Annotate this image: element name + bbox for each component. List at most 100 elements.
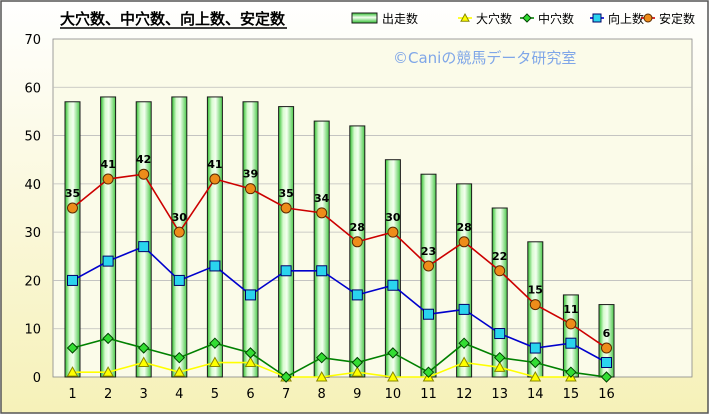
data-label: 30 [172,211,188,224]
legend-swatch [351,12,378,24]
x-tick-label: 10 [385,387,402,402]
watermark: ©Caniの競馬データ研究室 [393,49,576,67]
y-axis-ticks: 0 10 20 30 40 50 60 70 [24,33,41,386]
y-tick-label: 20 [24,274,41,289]
legend-label: 出走数 [382,11,418,26]
series-marker [209,260,221,272]
series-marker [67,202,78,214]
series-marker [529,299,541,311]
series-markers [66,168,613,383]
series-marker [387,226,399,238]
series-marker [494,265,506,277]
data-label: 15 [528,284,543,297]
bar [278,106,295,378]
series-marker [458,337,470,349]
series-marker [494,328,506,340]
data-label: 28 [456,221,471,234]
series-marker [280,202,292,214]
series-marker [316,265,328,277]
series-marker [102,366,114,377]
gridlines [53,86,692,330]
x-tick-label: 16 [598,387,615,402]
x-tick-label: 9 [353,387,361,402]
data-label: 30 [385,211,401,224]
x-tick-label: 6 [246,387,254,402]
legend-marker [643,13,653,23]
bar [135,101,152,378]
chart-title: 大穴数、中穴数、向上数、安定数 [60,10,286,28]
series-marker [529,356,542,369]
series-line [72,337,607,378]
series-marker [245,289,256,301]
x-tick-label: 15 [563,387,580,402]
series-marker [137,342,150,354]
series-marker [244,356,257,368]
series-marker [102,255,114,267]
legend-label: 安定数 [659,11,695,26]
y-tick-label: 50 [24,130,41,145]
series-marker [423,260,434,272]
series-marker [209,356,221,368]
bar [456,183,473,378]
y-tick-label: 60 [24,81,41,96]
series-marker [529,342,541,354]
x-tick-label: 1 [68,387,76,402]
x-tick-label: 7 [282,387,290,402]
data-label: 39 [243,168,258,181]
data-label: 28 [350,221,365,234]
series-marker [351,289,363,301]
x-tick-label: 12 [456,387,473,402]
series-marker [565,337,577,349]
series-line [71,173,607,349]
y-tick-label: 40 [24,178,41,193]
data-label: 35 [278,187,293,200]
y-tick-label: 30 [24,226,41,241]
legend-marker [460,12,470,22]
data-label: 6 [603,327,611,340]
series-marker [529,370,542,382]
series-marker [173,226,185,238]
x-tick-label: 8 [318,387,326,402]
series-marker [245,183,256,195]
bar [100,96,117,378]
bars [64,96,615,378]
series-marker [67,274,78,286]
x-tick-label: 5 [211,387,219,402]
series-marker [137,356,150,368]
series-marker [280,265,292,277]
series-marker [351,366,364,377]
legend-label: 中穴数 [538,11,574,26]
series-marker [601,357,612,369]
bar [206,96,223,378]
x-tick-label: 11 [420,387,437,402]
series-marker [315,370,328,382]
legend: 出走数 大穴数 中穴数 向上数 安定数 [351,11,695,26]
legend-label: 大穴数 [476,11,512,26]
series-marker [102,173,114,185]
series-marker [351,236,363,248]
series-marker [280,371,292,383]
series-marker [601,342,612,354]
series-marker [493,361,506,372]
series-marker [138,241,150,253]
series-marker [458,356,470,368]
series-marker [458,236,470,248]
bar [313,120,330,378]
series-marker [565,366,577,378]
legend-marker [592,13,602,23]
series-marker [387,279,399,291]
series-marker [315,351,328,364]
series-marker [316,207,328,219]
x-tick-label: 4 [175,387,183,402]
x-tick-label: 3 [140,387,148,402]
series-marker [387,347,399,359]
y-tick-label: 0 [33,371,41,386]
data-label: 41 [100,158,115,171]
data-labels: 35 41 42 30 41 39 35 34 28 30 23 28 22 15 11 6 [65,153,611,340]
data-label: 41 [207,158,222,171]
series-marker [493,351,506,364]
series-marker [209,173,221,185]
series-marker [138,168,150,180]
